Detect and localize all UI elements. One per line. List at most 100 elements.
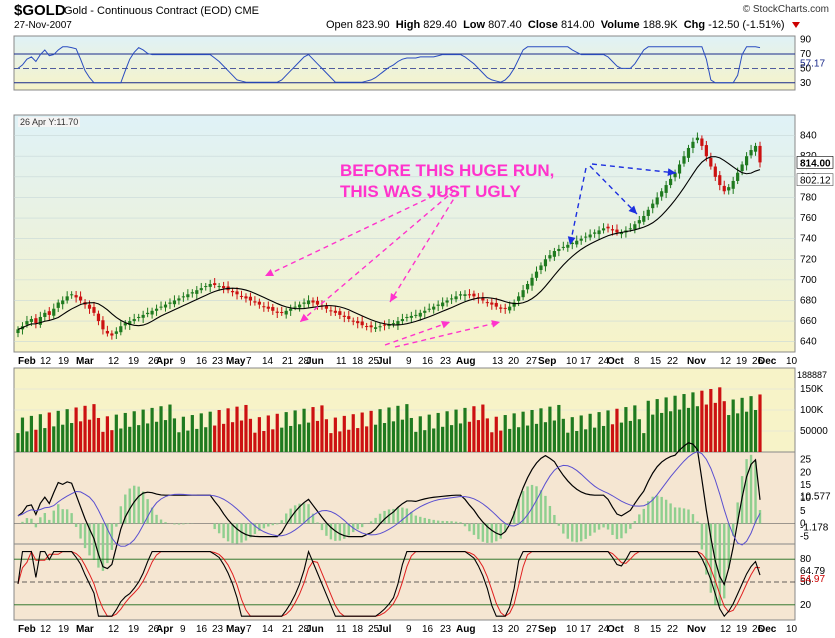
price-hover-label: 26 Apr Y:11.70 xyxy=(18,117,81,127)
candle-body xyxy=(512,302,516,307)
volume-bar xyxy=(512,413,516,452)
candle-body xyxy=(499,307,503,309)
volume-bar xyxy=(146,423,150,452)
volume-bar xyxy=(409,417,413,452)
price-x-axis-tick: 16 xyxy=(422,356,434,367)
bottom-x-axis-tick: 13 xyxy=(492,624,504,635)
volume-bar xyxy=(208,411,212,452)
candle-body xyxy=(579,238,583,241)
price-x-axis-tick: 18 xyxy=(352,356,364,367)
candle-body xyxy=(713,166,717,177)
price-tick-label: 760 xyxy=(800,213,817,224)
volume-bar xyxy=(749,396,753,452)
volume-bar xyxy=(338,431,342,452)
candle-body xyxy=(137,316,141,318)
volume-bar xyxy=(74,407,78,452)
price-x-axis-tick: 17 xyxy=(580,356,592,367)
macd-histogram-bar xyxy=(244,523,248,541)
candle-body xyxy=(646,209,650,216)
candle-body xyxy=(584,236,588,238)
bottom-x-axis-month: Oct xyxy=(607,624,624,635)
candle-body xyxy=(485,302,489,304)
candle-body xyxy=(38,316,42,325)
price-x-axis-month: Apr xyxy=(156,356,173,367)
candle-body xyxy=(168,302,172,304)
macd-histogram-bar xyxy=(414,515,418,524)
candle-body xyxy=(150,310,154,315)
macd-histogram-bar xyxy=(329,523,333,540)
macd-histogram-bar xyxy=(606,523,610,530)
volume-bar xyxy=(248,418,253,452)
price-x-axis-month: Jul xyxy=(377,356,392,367)
price-x-axis-tick: 27 xyxy=(526,356,538,367)
candle-body xyxy=(423,310,427,313)
volume-bar xyxy=(105,416,109,452)
candle-body xyxy=(490,302,494,305)
macd-histogram-bar xyxy=(736,502,739,524)
volume-tick-label: 150K xyxy=(800,384,824,395)
candle-body xyxy=(463,294,467,296)
volume-bar xyxy=(61,424,65,452)
bottom-x-axis-tick: 16 xyxy=(196,624,208,635)
macd-histogram-bar xyxy=(423,517,426,524)
bottom-x-axis-tick: 10 xyxy=(566,624,578,635)
volume-bar xyxy=(584,429,588,452)
candle-body xyxy=(557,248,561,252)
candle-body xyxy=(391,323,396,325)
bottom-x-axis-month: Jul xyxy=(377,624,392,635)
volume-bar xyxy=(244,404,248,452)
bottom-x-axis-month: Mar xyxy=(76,624,94,635)
macd-histogram-bar xyxy=(754,461,757,524)
bottom-x-axis-tick: 23 xyxy=(440,624,452,635)
candle-body xyxy=(744,156,749,166)
volume-value-label: 188887 xyxy=(797,370,827,380)
macd-histogram-bar xyxy=(588,523,592,536)
bottom-x-axis-tick: 9 xyxy=(406,624,412,635)
macd-histogram-bar xyxy=(709,523,713,593)
rsi-tick-label: 70 xyxy=(800,49,812,60)
volume-bar xyxy=(686,407,691,452)
macd-histogram-bar xyxy=(173,523,176,525)
volume-bar xyxy=(92,404,96,452)
volume-bar xyxy=(458,423,463,452)
candle-body xyxy=(686,147,691,158)
volume-bar xyxy=(499,430,503,452)
volume-bar xyxy=(695,406,700,452)
stochastics-d-value-label: 54.97 xyxy=(800,574,825,585)
macd-histogram-bar xyxy=(276,523,279,525)
volume-bar xyxy=(400,419,405,452)
volume-bar xyxy=(123,412,127,452)
volume-bar xyxy=(525,425,530,452)
candle-body xyxy=(190,292,194,294)
bottom-x-axis-tick: 14 xyxy=(262,624,274,635)
macd-histogram-bar xyxy=(521,491,525,524)
macd-tick-label: 25 xyxy=(800,455,812,466)
volume-bar xyxy=(651,414,655,452)
macd-histogram-bar xyxy=(226,523,230,542)
volume-bar xyxy=(373,424,378,452)
price-tick-label: 700 xyxy=(800,275,817,286)
low-label: Low xyxy=(463,19,486,31)
volume-bar xyxy=(691,392,695,452)
volume-bar xyxy=(561,418,565,452)
price-x-axis-tick: 15 xyxy=(650,356,662,367)
volume-bar xyxy=(593,427,597,452)
bottom-x-axis-month: Apr xyxy=(156,624,173,635)
volume-bar xyxy=(114,414,118,452)
macd-histogram-bar xyxy=(217,523,221,534)
volume-bar xyxy=(150,407,154,452)
macd-histogram-bar xyxy=(57,504,60,524)
volume-bar xyxy=(606,410,610,452)
candle-body xyxy=(208,283,212,287)
bottom-x-axis-tick: 21 xyxy=(282,624,294,635)
macd-histogram-bar xyxy=(682,508,686,524)
macd-histogram-bar xyxy=(137,486,140,524)
price-x-axis-tick: 11 xyxy=(336,356,347,367)
bottom-x-axis-tick: 24 xyxy=(598,624,610,635)
stochastics-k-value-label: 64.79 xyxy=(800,566,825,577)
macd-histogram-bar xyxy=(222,523,225,539)
volume-label: Volume xyxy=(600,19,640,31)
volume-bar xyxy=(222,423,226,452)
rsi-tick-label: 90 xyxy=(800,35,812,46)
macd-histogram-bar xyxy=(687,509,690,524)
